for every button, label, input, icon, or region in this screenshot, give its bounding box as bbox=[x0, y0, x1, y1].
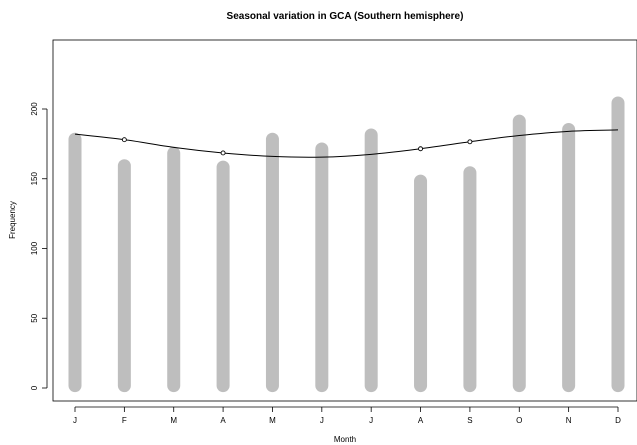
y-axis: 0 50 100 150 200 bbox=[30, 102, 48, 390]
x-tick-label-10: N bbox=[566, 416, 572, 425]
x-tick-label-11: D bbox=[615, 416, 621, 425]
x-tick-label-7: A bbox=[418, 416, 424, 425]
chart-title: Seasonal variation in GCA (Southern hemi… bbox=[227, 11, 464, 22]
x-tick-label-4: M bbox=[269, 416, 276, 425]
y-tick-label-1: 50 bbox=[30, 313, 39, 322]
trend-marker-1 bbox=[121, 137, 127, 143]
x-tick-label-9: O bbox=[516, 416, 522, 425]
trend-marker-8 bbox=[467, 139, 473, 145]
bar-group bbox=[68, 96, 625, 393]
y-tick-label-4: 200 bbox=[30, 102, 39, 116]
y-tick-label-3: 150 bbox=[30, 172, 39, 186]
y-axis-label: Frequency bbox=[8, 201, 17, 239]
x-tick-label-2: M bbox=[170, 416, 177, 425]
y-tick-label-2: 100 bbox=[30, 241, 39, 255]
trend-line bbox=[74, 129, 619, 158]
y-tick-label-0: 0 bbox=[30, 385, 39, 390]
trend-marker-group bbox=[121, 137, 473, 156]
plot-frame bbox=[52, 39, 637, 402]
x-tick-label-6: J bbox=[369, 416, 373, 425]
trend-marker-3 bbox=[220, 150, 226, 156]
x-axis-label: Month bbox=[334, 435, 356, 444]
trend-marker-7 bbox=[418, 146, 423, 152]
x-tick-label-3: A bbox=[220, 416, 226, 425]
x-tick-label-0: J bbox=[73, 416, 77, 425]
x-tick-label-1: F bbox=[122, 416, 127, 425]
x-tick-label-8: S bbox=[467, 416, 472, 425]
x-tick-label-5: J bbox=[320, 416, 324, 425]
